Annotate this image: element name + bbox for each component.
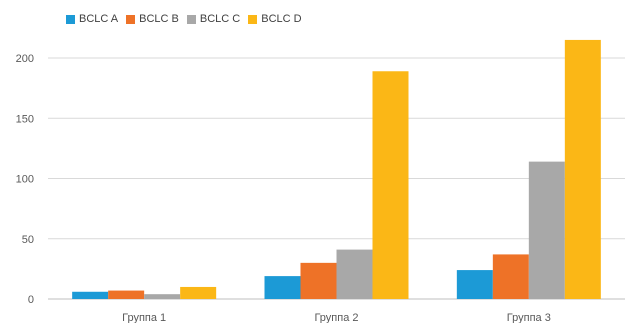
legend-item-bclc-a: BCLC A xyxy=(66,13,118,25)
bar xyxy=(528,161,565,299)
legend-label-bclc-b: BCLC B xyxy=(139,13,179,25)
legend-swatch-bclc-b xyxy=(126,14,136,24)
bar xyxy=(180,286,217,299)
bar xyxy=(564,39,601,300)
legend-swatch-bclc-a xyxy=(66,14,75,24)
legend-swatch-bclc-c xyxy=(186,14,196,24)
bar xyxy=(372,71,409,299)
x-tick-label: Группа 3 xyxy=(507,312,551,323)
legend-label-bclc-c: BCLC C xyxy=(199,13,241,25)
bar xyxy=(108,290,145,299)
y-tick-label: 50 xyxy=(22,234,34,246)
bar xyxy=(264,276,301,299)
y-tick-label: 0 xyxy=(28,294,34,306)
x-tick-label: Группа 1 xyxy=(122,312,166,323)
legend-item-bclc-c: BCLC C xyxy=(186,13,241,25)
y-tick-label: 200 xyxy=(16,53,34,65)
chart-legend: BCLC A BCLC B BCLC C BCLC D xyxy=(66,13,310,25)
legend-label-bclc-d: BCLC D xyxy=(261,13,302,25)
bar xyxy=(456,270,493,299)
bar xyxy=(300,262,337,299)
legend-item-bclc-d: BCLC D xyxy=(248,13,302,25)
legend-item-bclc-b: BCLC B xyxy=(126,13,179,25)
bar xyxy=(492,254,529,299)
bar xyxy=(144,294,181,299)
legend-swatch-bclc-d xyxy=(248,14,258,24)
y-tick-label: 100 xyxy=(16,174,34,186)
y-tick-label: 150 xyxy=(16,113,34,125)
bar xyxy=(72,291,109,299)
bar xyxy=(336,249,373,299)
legend-label-bclc-a: BCLC A xyxy=(79,13,119,25)
x-tick-label: Группа 2 xyxy=(314,312,358,323)
